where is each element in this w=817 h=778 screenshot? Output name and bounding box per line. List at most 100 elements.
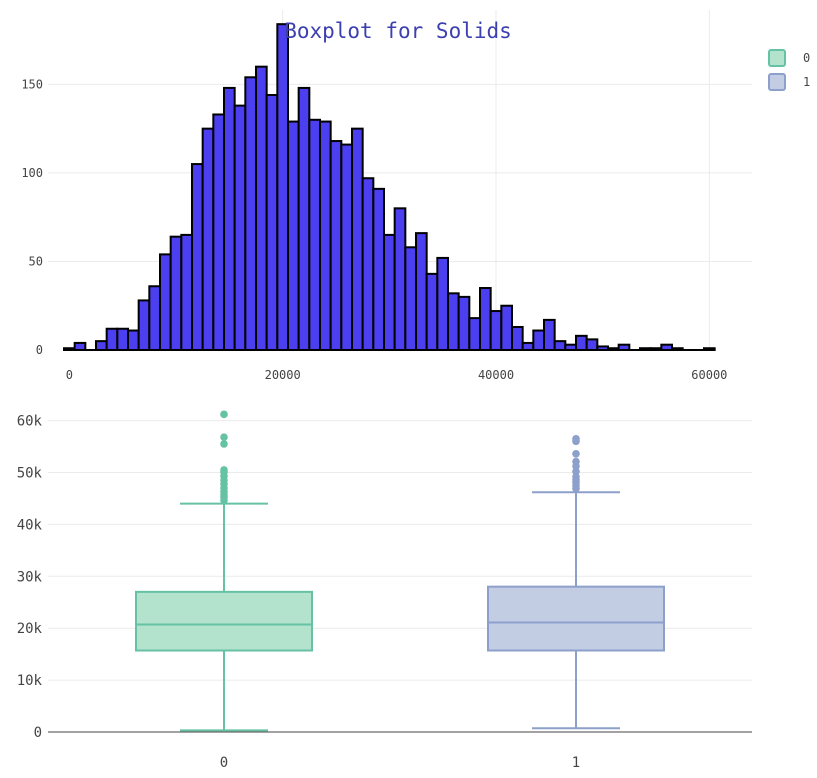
histogram-bar xyxy=(585,338,599,351)
histogram-bar xyxy=(319,120,332,351)
histogram-bar xyxy=(329,140,343,351)
histogram-bar xyxy=(468,317,482,351)
histogram-bar xyxy=(415,232,428,351)
outlier-point xyxy=(572,457,580,466)
histogram-bar xyxy=(511,325,524,351)
histogram-bar xyxy=(105,327,119,351)
histogram-bar xyxy=(297,86,311,352)
histogram-bar xyxy=(671,347,684,351)
histogram-bar xyxy=(63,347,76,351)
interquartile-box xyxy=(487,585,665,652)
histogram-bar xyxy=(393,207,407,351)
box-series-1 xyxy=(487,434,665,730)
histogram-bar xyxy=(404,246,418,352)
legend-swatch xyxy=(768,49,786,67)
histogram-bar xyxy=(95,340,108,352)
histogram-bar xyxy=(159,253,172,351)
histogram-bar xyxy=(212,113,225,351)
histogram-bar xyxy=(564,343,577,351)
outlier-point xyxy=(220,410,228,419)
boxplot-y-tick-label: 20k xyxy=(17,621,43,637)
histogram-bar xyxy=(575,334,588,352)
legend-item-0[interactable]: 0 xyxy=(768,49,810,67)
boxplot-y-tick-label: 30k xyxy=(17,569,43,585)
outlier-point xyxy=(220,440,228,448)
histogram-bar xyxy=(500,304,514,351)
histogram-bar xyxy=(489,310,503,351)
histogram-bar xyxy=(287,120,300,351)
histogram-bar xyxy=(116,327,130,351)
histogram-bar xyxy=(372,187,386,351)
histogram-bar xyxy=(553,340,567,352)
boxplot-gridlines xyxy=(48,420,752,733)
boxplot-y-tick-label: 50k xyxy=(17,465,43,481)
boxplot-y-tick-label: 10k xyxy=(17,673,43,689)
histogram-bar xyxy=(532,329,545,352)
histogram-bars xyxy=(63,23,716,352)
histogram-bar xyxy=(351,127,364,351)
histogram-bar xyxy=(649,347,663,351)
histogram-bar xyxy=(639,347,652,351)
histogram-bar xyxy=(191,163,204,351)
histogram-x-tick-label: 20000 xyxy=(265,368,301,382)
histogram-bar xyxy=(340,143,354,351)
histogram-x-tick-label: 40000 xyxy=(478,368,514,382)
boxplot-y-tick-label: 40k xyxy=(17,517,43,533)
legend-item-1[interactable]: 1 xyxy=(768,73,810,91)
histogram-bar xyxy=(73,341,87,351)
histogram-bar xyxy=(233,104,247,351)
histogram-bar xyxy=(361,177,375,351)
histogram-bar xyxy=(543,318,556,352)
histogram-x-tick-label: 0 xyxy=(66,368,73,382)
histogram-bar xyxy=(425,272,439,351)
histogram-bar xyxy=(607,347,620,351)
outlier-point xyxy=(572,434,580,443)
histogram-bar xyxy=(703,347,716,351)
legend-swatch xyxy=(768,73,786,91)
legend[interactable]: 01 xyxy=(768,49,810,91)
boxplot-boxes xyxy=(135,410,665,732)
histogram-y-tick-label: 100 xyxy=(21,166,43,180)
histogram-bar xyxy=(521,341,535,351)
histogram-bar xyxy=(180,233,193,351)
histogram-bar xyxy=(148,285,161,351)
legend-label: 0 xyxy=(803,51,810,65)
boxplot-y-tick-label: 0 xyxy=(34,725,42,741)
box-series-0 xyxy=(135,410,313,732)
interquartile-box xyxy=(135,590,313,652)
histogram-bar xyxy=(169,235,183,352)
histogram-bar xyxy=(127,329,140,352)
outlier-point xyxy=(572,449,580,458)
histogram-y-tick-label: 150 xyxy=(21,77,43,91)
legend-label: 1 xyxy=(803,75,810,89)
histogram-bar xyxy=(447,292,460,352)
histogram-bar xyxy=(137,299,151,351)
histogram-y-ticks: 0 50 100 150 xyxy=(21,77,43,357)
histogram-bar xyxy=(308,118,322,351)
outlier-point xyxy=(220,466,228,474)
histogram-bar xyxy=(201,127,215,351)
histogram-y-tick-label: 50 xyxy=(29,254,43,268)
boxplot-x-tick-label: 1 xyxy=(572,755,580,771)
histogram-x-ticks: 0 20000 40000 60000 xyxy=(66,368,728,382)
boxplot-y-ticks: 0 10k 20k 30k 40k 50k 60k xyxy=(17,414,43,741)
histogram-bar xyxy=(276,23,290,352)
outlier-point xyxy=(220,433,228,441)
histogram-bar xyxy=(436,256,450,351)
histogram-bar xyxy=(265,94,279,351)
histogram-bar xyxy=(457,295,471,351)
histogram-bar xyxy=(596,345,609,352)
histogram-bar xyxy=(244,76,257,352)
histogram-bar xyxy=(383,233,396,351)
histogram-y-tick-label: 0 xyxy=(36,343,43,357)
histogram-bar xyxy=(223,86,236,352)
histogram-bar xyxy=(617,343,631,351)
boxplot-x-tick-label: 0 xyxy=(220,755,228,771)
histogram-x-tick-label: 60000 xyxy=(691,368,727,382)
histogram-bar xyxy=(479,287,492,352)
histogram-bar xyxy=(660,343,673,351)
histogram-bar xyxy=(255,65,268,352)
boxplot-y-tick-label: 60k xyxy=(17,414,43,430)
